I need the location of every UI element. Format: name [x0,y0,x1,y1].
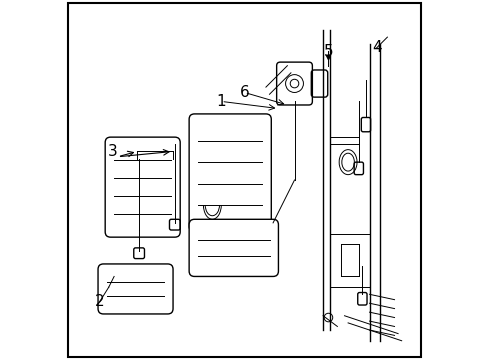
FancyBboxPatch shape [98,264,173,314]
FancyBboxPatch shape [105,137,180,237]
Text: 6: 6 [239,85,249,100]
Circle shape [290,79,298,88]
Circle shape [324,313,332,322]
Circle shape [285,75,303,93]
Text: 2: 2 [95,294,104,309]
FancyBboxPatch shape [189,114,271,232]
Text: 1: 1 [216,94,225,109]
Text: 4: 4 [371,40,381,55]
FancyBboxPatch shape [189,219,278,276]
Text: 5: 5 [323,44,333,59]
Text: 3: 3 [107,144,117,159]
